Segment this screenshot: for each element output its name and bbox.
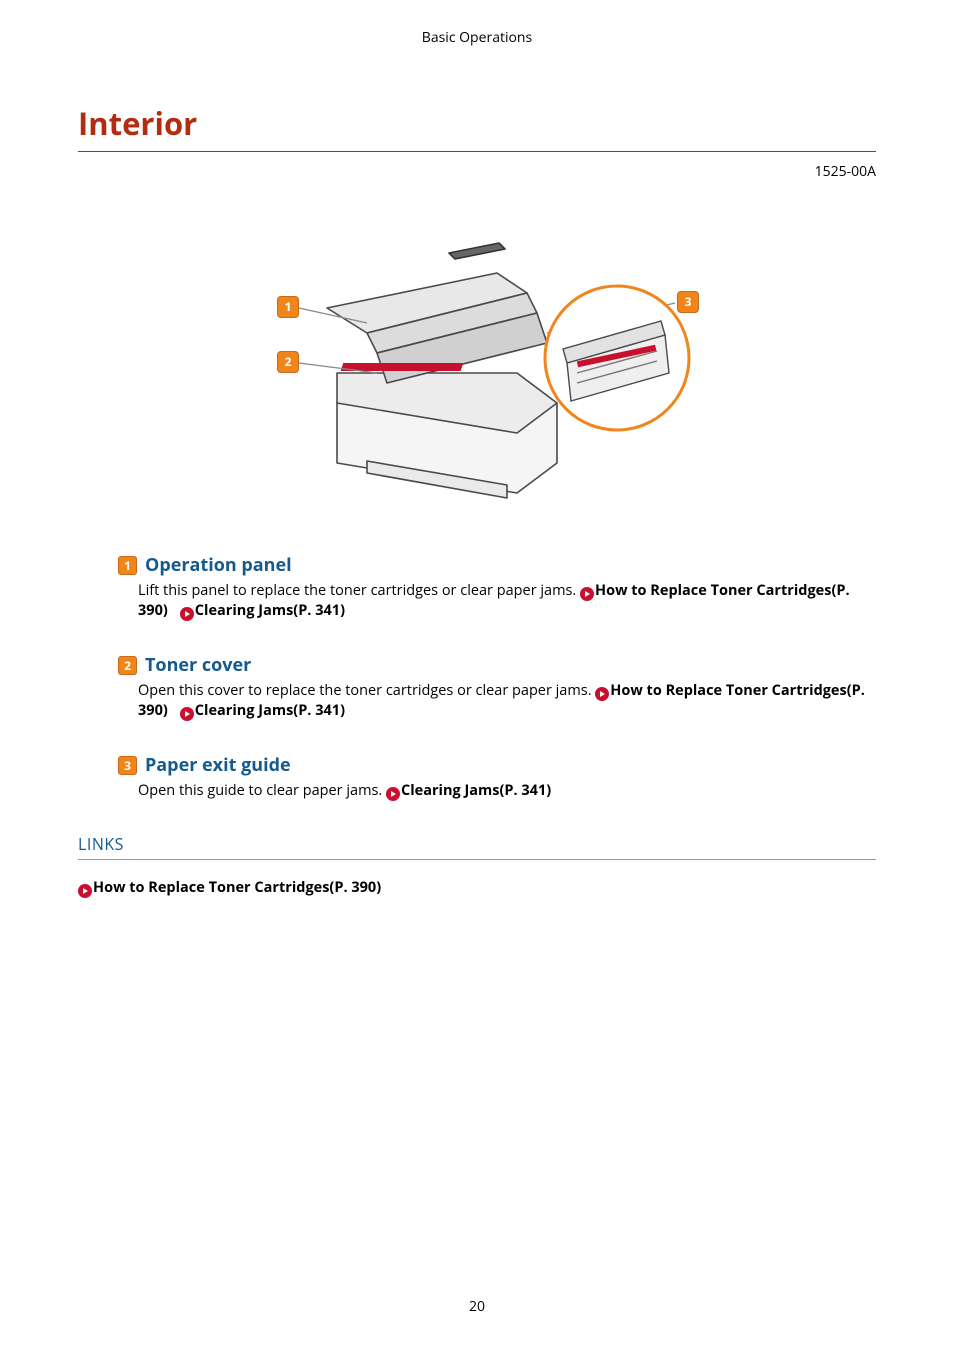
section-body: Open this guide to clear paper jams. Cle… [118, 781, 876, 801]
play-icon [78, 884, 92, 898]
section-badge: 2 [118, 656, 137, 675]
links-list: How to Replace Toner Cartridges(P. 390) [78, 878, 876, 898]
play-icon [180, 707, 194, 721]
play-icon [580, 587, 594, 601]
callout-3: 3 [677, 291, 699, 313]
document-code: 1525-00A [78, 162, 876, 181]
section-lead: Open this guide to clear paper jams. [138, 781, 386, 800]
printer-diagram: 1 2 3 [217, 213, 737, 518]
section-body: Lift this panel to replace the toner car… [118, 581, 876, 621]
section-body: Open this cover to replace the toner car… [118, 681, 876, 721]
play-icon [386, 787, 400, 801]
section-title: Toner cover [145, 653, 251, 677]
play-icon [595, 687, 609, 701]
link-replace-toner[interactable]: How to Replace Toner Cartridges(P. 390) [93, 878, 381, 897]
section-lead: Lift this panel to replace the toner car… [138, 581, 580, 600]
section-paper-exit-guide: 3 Paper exit guide Open this guide to cl… [118, 753, 876, 801]
xref-clearing-jams[interactable]: Clearing Jams(P. 341) [401, 781, 551, 800]
xref-clearing-jams[interactable]: Clearing Jams(P. 341) [195, 701, 345, 720]
section-badge: 3 [118, 756, 137, 775]
page-title: Interior [78, 103, 876, 152]
callout-2: 2 [277, 351, 299, 373]
xref-clearing-jams[interactable]: Clearing Jams(P. 341) [195, 601, 345, 620]
section-title: Operation panel [145, 553, 292, 577]
page-number: 20 [0, 1297, 954, 1316]
figure: 1 2 3 [78, 205, 876, 525]
sections: 1 Operation panel Lift this panel to rep… [78, 553, 876, 801]
section-title: Paper exit guide [145, 753, 291, 777]
section-lead: Open this cover to replace the toner car… [138, 681, 595, 700]
section-toner-cover: 2 Toner cover Open this cover to replace… [118, 653, 876, 721]
links-heading: LINKS [78, 833, 876, 860]
section-operation-panel: 1 Operation panel Lift this panel to rep… [118, 553, 876, 621]
section-badge: 1 [118, 556, 137, 575]
play-icon [180, 607, 194, 621]
callout-1: 1 [277, 296, 299, 318]
breadcrumb: Basic Operations [78, 28, 876, 47]
